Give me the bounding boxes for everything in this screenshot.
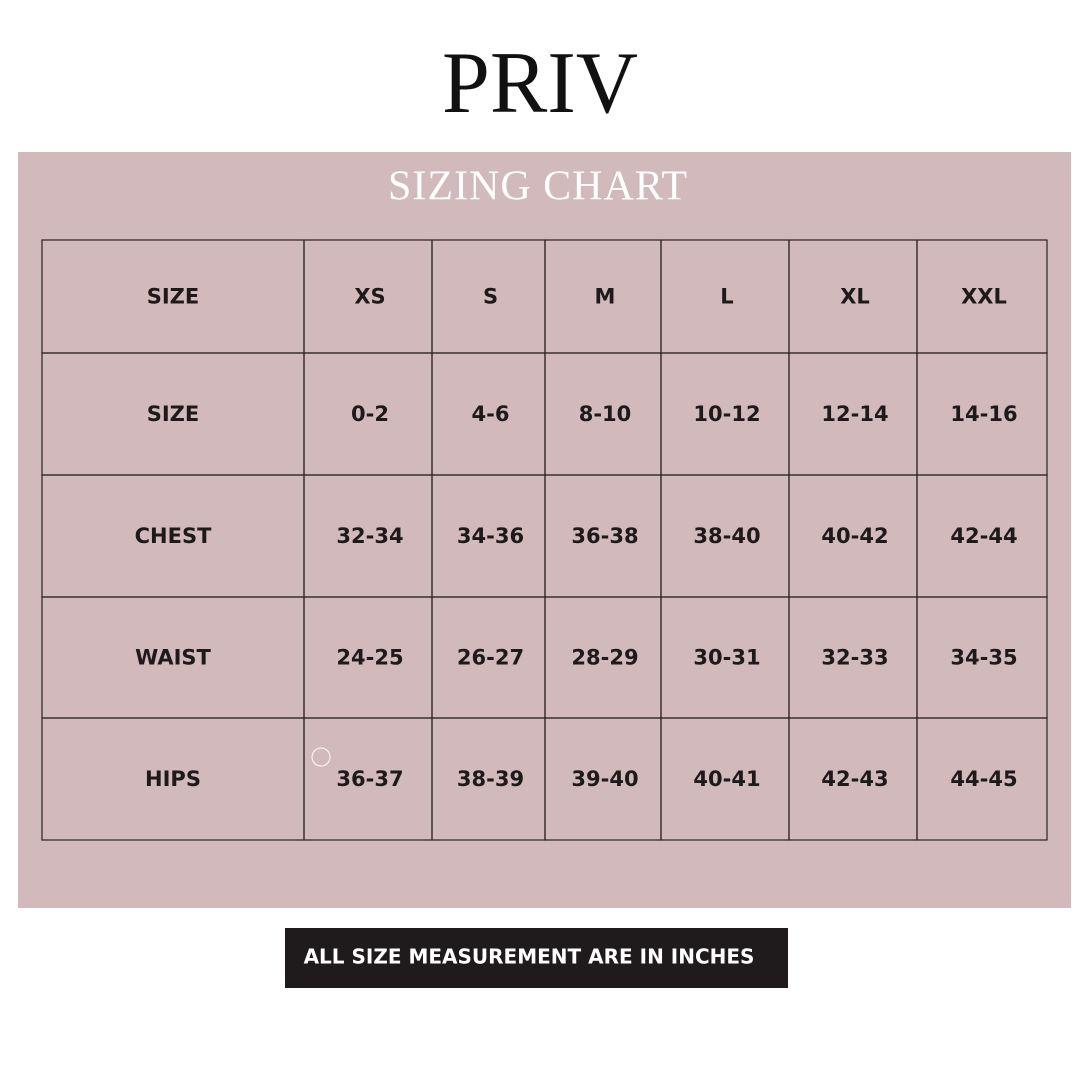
cell-text: 40-41 [693,767,760,791]
header-cell-text: XL [840,285,870,309]
cell-text: 26-27 [457,646,524,670]
cell-text: 42-43 [821,767,888,791]
cell-text: CHEST [135,524,212,548]
cell-text: 44-45 [950,767,1017,791]
cell-text: HIPS [145,767,201,791]
decor-icon [311,747,331,767]
cell-text: 0-2 [351,402,389,426]
header-cell-text: SIZE [147,285,200,309]
cell-text: 38-40 [693,524,760,548]
header-cell-text: XXL [961,285,1007,309]
footer-note: ALL SIZE MEASUREMENT ARE IN INCHES [304,945,755,969]
cell-text: 39-40 [571,767,638,791]
cell-text: WAIST [135,646,211,670]
brand-logo: PRIV [442,35,638,132]
cell-text: 34-36 [457,524,524,548]
cell-text: 34-35 [950,646,1017,670]
header-cell-text: S [483,285,498,309]
header-cell-text: M [595,285,616,309]
cell-text: 12-14 [821,402,888,426]
cell-text: 28-29 [571,646,638,670]
cell-text: 32-34 [336,524,403,548]
cell-text: 32-33 [821,646,888,670]
cell-text: 30-31 [693,646,760,670]
size-table: SIZE XS S M L XL XXL SIZE 0-2 4-6 8-10 10-12 12-14 14… [41,239,1048,841]
cell-text: 8-10 [579,402,632,426]
footer-badge [285,928,788,988]
header-cell-text: L [720,285,733,309]
cell-text: 42-44 [950,524,1017,548]
header-cell-text: XS [354,285,385,309]
cell-text: 10-12 [693,402,760,426]
cell-text: 36-38 [571,524,638,548]
chart-title: SIZING CHART [388,164,688,210]
cell-text: 24-25 [336,646,403,670]
cell-text: 40-42 [821,524,888,548]
cell-text: SIZE [147,402,200,426]
cell-text: 38-39 [457,767,524,791]
cell-text: 36-37 [336,767,403,791]
table-cell [916,717,1048,841]
cell-text: 14-16 [950,402,1017,426]
cell-text: 4-6 [472,402,510,426]
